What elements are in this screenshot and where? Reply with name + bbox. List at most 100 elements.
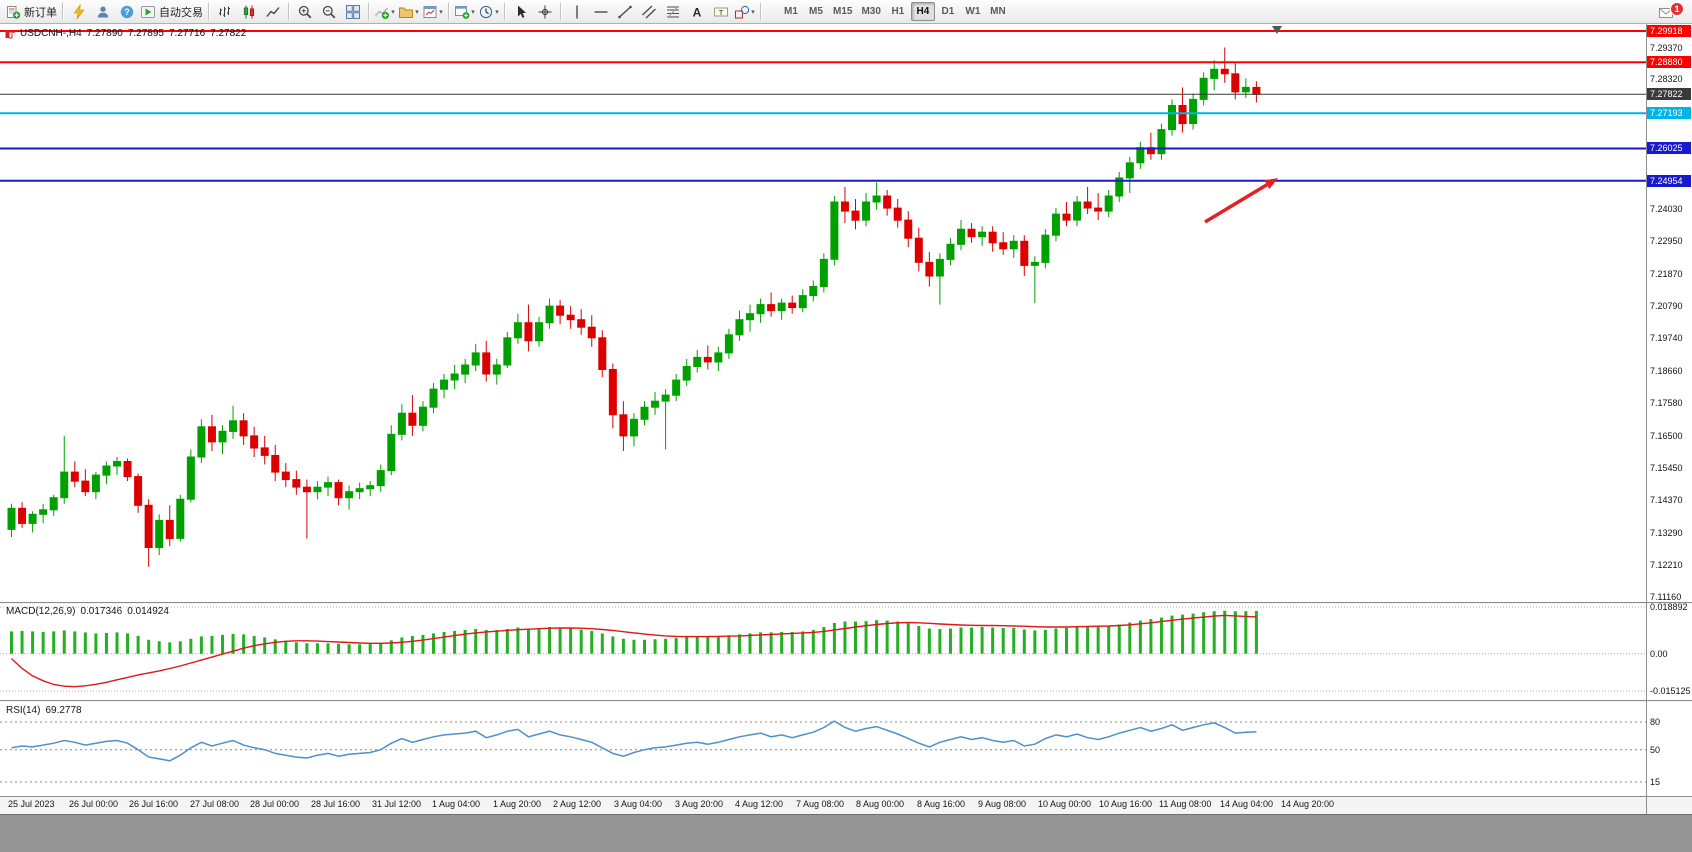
auto-trading-label: 自动交易 [159, 6, 203, 19]
timeframe-mn-button[interactable]: MN [990, 6, 1006, 17]
time-axis-label: 8 Aug 00:00 [856, 799, 905, 809]
time-axis-label: 27 Jul 08:00 [190, 799, 240, 809]
timeframe-m30-button[interactable]: M30 [861, 6, 881, 17]
candle-chart-button[interactable] [237, 1, 260, 22]
timeframe-h1-button[interactable]: H1 [891, 6, 905, 17]
time-axis-label: 7 Aug 08:00 [796, 799, 845, 809]
price-level-label-7.27822[interactable]: 7.27822 [1647, 88, 1691, 100]
fibonacci-icon [666, 5, 679, 18]
text-button[interactable]: A [685, 1, 708, 22]
price-tick: 7.17580 [1650, 398, 1683, 408]
toolbar-separator [288, 3, 289, 20]
time-axis-label: 3 Aug 20:00 [675, 799, 724, 809]
shapes-button[interactable]: ▾ [733, 1, 756, 22]
new-chart-icon [455, 5, 470, 19]
time-axis-label: 28 Jul 16:00 [311, 799, 361, 809]
svg-text:T: T [718, 7, 723, 16]
macd-scale-tick: 0.00 [1650, 649, 1668, 659]
rsi-panel-divider[interactable] [0, 700, 1692, 702]
equidistant-channel-icon [641, 5, 656, 18]
macd-panel-divider[interactable] [0, 602, 1692, 604]
price-tick: 7.20790 [1650, 301, 1683, 311]
indicators-button[interactable]: ▾ [373, 1, 396, 22]
auto-trading-button[interactable]: 自动交易 [139, 1, 204, 22]
line-chart-icon [265, 6, 279, 17]
chart-shift-marker-icon[interactable] [1272, 26, 1282, 34]
price-level-label-7.29918[interactable]: 7.29918 [1647, 25, 1691, 37]
lightning-icon [73, 3, 84, 19]
trend-line-button[interactable] [613, 1, 636, 22]
fibonacci-button[interactable] [661, 1, 684, 22]
community-icon [97, 6, 108, 17]
toolbar-separator [504, 3, 505, 20]
templates-button[interactable]: ▾ [421, 1, 444, 22]
zoom-out-button[interactable] [317, 1, 340, 22]
price-level-label-7.27193[interactable]: 7.27193 [1647, 107, 1691, 119]
equidistant-channel-button[interactable] [637, 1, 660, 22]
symbol-period-text: USDCNH-,H4 [20, 28, 82, 39]
toolbar-separator [368, 3, 369, 20]
price-tick: 7.24030 [1650, 204, 1683, 214]
help-button[interactable]: ? [115, 1, 138, 22]
timeframe-w1-button[interactable]: W1 [965, 6, 981, 17]
shapes-icon [735, 5, 750, 18]
chevron-down-icon: ▾ [415, 8, 419, 16]
macd-signal-line [11, 614, 1257, 688]
timeframe-h4-button[interactable]: H4 [910, 2, 935, 21]
text-label-button[interactable]: T [709, 1, 732, 22]
time-axis-label: 10 Aug 00:00 [1038, 799, 1092, 809]
price-level-label-7.24954[interactable]: 7.24954 [1647, 175, 1691, 187]
tile-windows-button[interactable] [341, 1, 364, 22]
svg-text:?: ? [124, 7, 130, 17]
time-axis-label: 11 Aug 08:00 [1159, 799, 1212, 809]
zoom-in-button[interactable] [293, 1, 316, 22]
price-tick: 7.29370 [1650, 43, 1683, 53]
timeframe-d1-button[interactable]: D1 [941, 6, 955, 17]
trend-line-icon [617, 5, 632, 18]
chart-symbol-icon [5, 29, 15, 38]
rsi-scale-tick: 15 [1650, 777, 1661, 787]
price-tick: 7.16500 [1650, 431, 1683, 441]
candlesticks [7, 47, 1261, 567]
horizontal-line-icon [594, 10, 607, 13]
macd-label: MACD(12,26,9) [6, 606, 76, 617]
bar-chart-button[interactable] [213, 1, 236, 22]
price-tick: 7.19740 [1650, 333, 1683, 343]
community-button[interactable] [91, 1, 114, 22]
lightning-button[interactable] [67, 1, 90, 22]
toolbar-separator [62, 3, 63, 20]
annotation-arrow[interactable] [1204, 178, 1278, 224]
price-level-label-7.28880[interactable]: 7.28880 [1647, 56, 1691, 68]
toolbar-separator [760, 3, 761, 20]
vertical-line-button[interactable] [565, 1, 588, 22]
templates-icon [423, 5, 437, 18]
macd-panel-canvas[interactable] [0, 604, 1646, 700]
price-axis-separator [1646, 24, 1647, 814]
profiles-button[interactable]: ▾ [397, 1, 420, 22]
horizontal-line-button[interactable] [589, 1, 612, 22]
toolbar-separator [208, 3, 209, 20]
timeframe-m5-button[interactable]: M5 [809, 6, 823, 17]
crosshair-button[interactable] [533, 1, 556, 22]
crosshair-icon [538, 5, 551, 18]
timeframe-m15-button[interactable]: M15 [833, 6, 853, 17]
new-chart-button[interactable]: ▾ [453, 1, 476, 22]
time-axis-label: 14 Aug 04:00 [1220, 799, 1274, 809]
chevron-down-icon: ▾ [751, 8, 755, 16]
zoom-out-icon [322, 5, 335, 18]
timeframe-m1-button[interactable]: M1 [784, 6, 798, 17]
cursor-button[interactable] [509, 1, 532, 22]
time-axis[interactable] [0, 796, 1692, 814]
periods-button[interactable]: ▾ [477, 1, 500, 22]
price-tick: 7.15450 [1650, 463, 1683, 473]
line-chart-button[interactable] [261, 1, 284, 22]
price-chart-canvas[interactable] [0, 24, 1646, 602]
text-icon: A [692, 5, 701, 19]
rsi-panel-canvas[interactable] [0, 702, 1646, 795]
price-level-label-7.26025[interactable]: 7.26025 [1647, 142, 1691, 154]
notification-badge[interactable]: 1 [1670, 2, 1684, 16]
vertical-line-icon [575, 5, 578, 18]
new-order-button[interactable]: 新订单 [4, 1, 58, 22]
price-tick: 7.18660 [1650, 366, 1683, 376]
